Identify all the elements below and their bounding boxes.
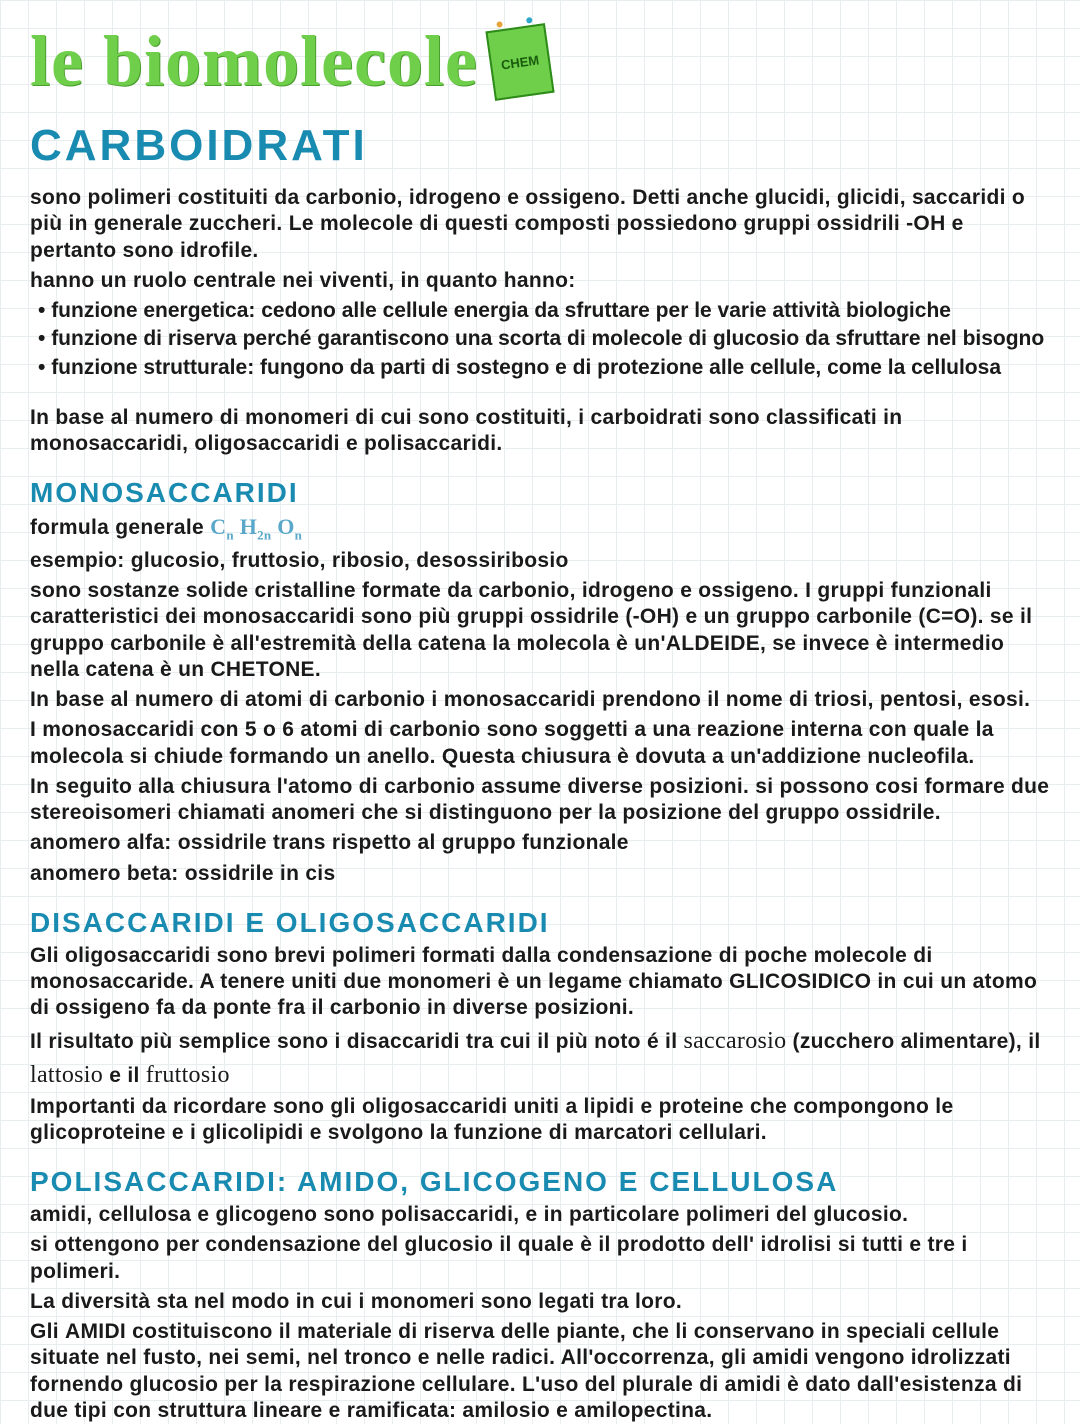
heading-polisaccaridi: POLISACCARIDI: AMIDO, GLICOGENO E CELLUL… [30, 1166, 1050, 1198]
di-fruttosio: fruttosio [146, 1062, 230, 1088]
mono-desc-4: In seguito alla chiusura l'atomo di carb… [30, 774, 1050, 827]
mono-formula: Cn H2n On [210, 514, 302, 539]
di-p2a: Il risultato più semplice sono i disacca… [30, 1030, 683, 1053]
carb-intro-1: sono polimeri costituiti da carbonio, id… [30, 185, 1050, 264]
chem-badge-icon: CHEM [485, 23, 554, 101]
heading-disaccaridi: DISACCARIDI E OLIGOSACCARIDI [30, 907, 1050, 939]
carb-bullet-2: funzione di riserva perché garantiscono … [38, 326, 1050, 352]
mono-formula-line: formula generale Cn H2n On [30, 513, 1050, 544]
poli-desc-3: La diversità sta nel modo in cui i monom… [30, 1289, 1050, 1315]
heading-carboidrati: CARBOIDRATI [30, 121, 1050, 171]
carb-intro-2: hanno un ruolo centrale nei viventi, in … [30, 268, 1050, 294]
mono-desc-2: In base al numero di atomi di carbonio i… [30, 687, 1050, 713]
di-desc-1: Gli oligosaccaridi sono brevi polimeri f… [30, 943, 1050, 1022]
poli-p4c: costituiscono il materiale di riserva de… [30, 1320, 1022, 1422]
poli-desc-4: Gli AMIDI costituiscono il materiale di … [30, 1319, 1050, 1424]
heading-monosaccaridi: MONOSACCARIDI [30, 477, 1050, 509]
di-saccarosio: saccarosio [683, 1028, 786, 1054]
di-desc-4: Importanti da ricordare sono gli oligosa… [30, 1094, 1050, 1147]
poli-p4a: Gli [30, 1320, 65, 1343]
carb-bullet-3: funzione strutturale: fungono da parti d… [38, 355, 1050, 381]
carb-functions-list: funzione energetica: cedono alle cellule… [38, 298, 1050, 381]
carb-bullet-1: funzione energetica: cedono alle cellule… [38, 298, 1050, 324]
mono-anomero-alfa: anomero alfa: ossidrile trans rispetto a… [30, 830, 1050, 856]
di-lattosio: lattosio [30, 1062, 103, 1088]
poli-desc-2: si ottengono per condensazione del gluco… [30, 1232, 1050, 1285]
poli-desc-1: amidi, cellulosa e glicogeno sono polisa… [30, 1202, 1050, 1228]
mono-anomero-beta: anomero beta: ossidrile in cis [30, 861, 1050, 887]
mono-desc-1: sono sostanze solide cristalline formate… [30, 578, 1050, 683]
mono-desc-3: I monosaccaridi con 5 o 6 atomi di carbo… [30, 717, 1050, 770]
di-p2c: (zucchero alimentare), il [786, 1030, 1040, 1053]
chem-badge-label: CHEM [500, 51, 540, 71]
di-p3b: e il [103, 1064, 146, 1087]
mono-formula-label: formula generale [30, 516, 210, 539]
di-desc-3: lattosio e il fruttosio [30, 1060, 1050, 1090]
di-desc-2: Il risultato più semplice sono i disacca… [30, 1026, 1050, 1056]
main-title: le biomolecole [30, 20, 478, 103]
mono-examples: esempio: glucosio, fruttosio, ribosio, d… [30, 548, 1050, 574]
title-row: le biomolecole CHEM [30, 20, 1050, 103]
carb-classification: In base al numero di monomeri di cui son… [30, 405, 1050, 458]
poli-amidi-bold: AMIDI [65, 1320, 126, 1343]
